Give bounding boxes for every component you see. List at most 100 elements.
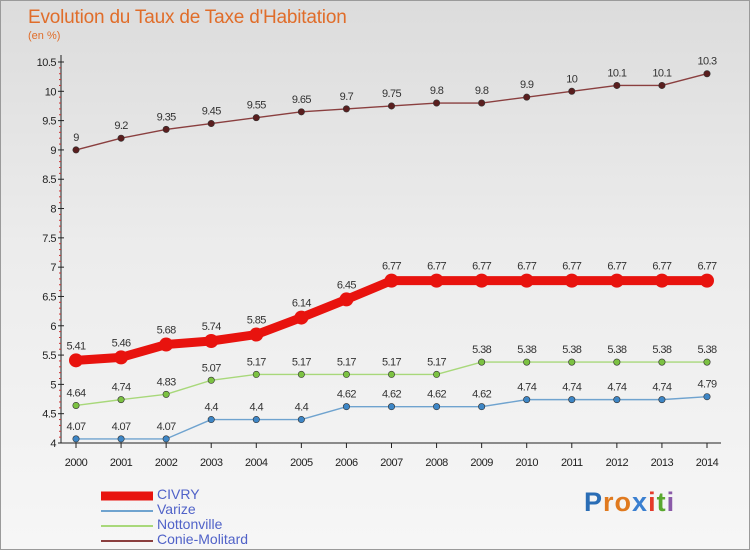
data-label-conie-molitard: 9.2 (114, 120, 128, 132)
x-tick-label: 2012 (606, 457, 629, 469)
x-tick-label: 2011 (561, 457, 583, 469)
data-point-nottonville (523, 358, 531, 366)
x-tick-label: 2001 (110, 457, 133, 469)
data-point-nottonville (252, 370, 260, 378)
x-tick-label: 2009 (470, 457, 493, 469)
data-point-nottonville (72, 401, 80, 409)
data-label-conie-molitard: 9.45 (202, 106, 221, 118)
data-point-nottonville (387, 370, 395, 378)
y-tick-label: 8 (50, 204, 56, 216)
data-point-conie-molitard (72, 146, 80, 154)
data-point-civry (564, 273, 579, 288)
y-tick-label: 6.5 (42, 291, 56, 303)
data-point-civry (700, 273, 714, 288)
x-tick-label: 2010 (515, 457, 538, 469)
data-point-varize (162, 435, 170, 443)
data-label-varize: 4.62 (472, 389, 491, 401)
logo-letter: r (603, 487, 615, 517)
data-label-nottonville: 5.17 (427, 356, 446, 368)
data-label-nottonville: 5.38 (652, 344, 671, 356)
data-point-civry (69, 353, 83, 368)
legend-label-civry: CIVRY (157, 486, 200, 502)
data-label-civry: 6.14 (292, 298, 311, 310)
logo-letter: i (648, 487, 657, 517)
data-point-varize (252, 416, 260, 424)
x-tick-label: 2007 (380, 457, 403, 469)
data-label-varize: 4.62 (427, 389, 446, 401)
data-point-conie-molitard (478, 99, 486, 107)
data-label-civry: 5.74 (202, 321, 221, 333)
data-label-varize: 4.07 (112, 421, 131, 433)
data-point-varize (613, 396, 621, 404)
data-point-nottonville (207, 376, 215, 384)
data-point-nottonville (342, 370, 350, 378)
data-label-varize: 4.4 (204, 402, 218, 414)
legend-swatch-civry (101, 491, 153, 500)
data-point-varize (523, 396, 531, 404)
logo-letter: t (656, 487, 667, 517)
data-label-varize: 4.62 (382, 389, 401, 401)
x-tick-label: 2013 (651, 457, 674, 469)
data-point-conie-molitard (342, 105, 350, 113)
data-label-conie-molitard: 10 (566, 73, 578, 85)
data-label-conie-molitard: 9.8 (475, 85, 489, 97)
data-point-civry (249, 327, 264, 342)
data-label-conie-molitard: 9.7 (340, 91, 354, 103)
data-label-civry: 5.41 (66, 340, 85, 352)
data-point-conie-molitard (207, 120, 215, 128)
data-label-nottonville: 5.38 (607, 344, 626, 356)
data-label-civry: 6.77 (607, 261, 626, 273)
data-label-varize: 4.74 (607, 382, 626, 394)
data-point-civry (294, 310, 309, 325)
data-point-varize (433, 403, 441, 411)
data-point-conie-molitard (433, 99, 441, 107)
legend-label-varize: Varize (157, 501, 196, 517)
data-point-nottonville (162, 390, 170, 398)
y-tick-label: 7.5 (42, 233, 56, 245)
data-point-conie-molitard (523, 93, 531, 101)
data-point-civry (654, 273, 669, 288)
x-tick-label: 2005 (290, 457, 313, 469)
data-label-civry: 6.77 (652, 261, 671, 273)
data-label-varize: 4.4 (295, 402, 309, 414)
data-point-conie-molitard (252, 114, 260, 122)
data-label-civry: 6.77 (427, 261, 446, 273)
data-label-varize: 4.74 (562, 382, 581, 394)
data-point-conie-molitard (162, 125, 170, 133)
data-label-nottonville: 4.83 (157, 376, 176, 388)
x-tick-label: 2003 (200, 457, 223, 469)
legend-swatch-conie-molitard (101, 539, 153, 542)
logo-letter: o (614, 487, 633, 517)
data-point-civry (339, 292, 354, 307)
data-label-varize: 4.79 (697, 379, 716, 391)
data-point-nottonville (703, 358, 711, 366)
data-label-nottonville: 5.17 (247, 356, 266, 368)
data-label-civry: 6.45 (337, 279, 356, 291)
data-label-nottonville: 5.07 (202, 362, 221, 374)
data-point-varize (297, 416, 305, 424)
data-label-civry: 6.77 (472, 261, 491, 273)
data-label-civry: 6.77 (697, 261, 716, 273)
data-point-nottonville (297, 370, 305, 378)
x-tick-label: 2004 (245, 457, 268, 469)
y-tick-label: 5 (50, 379, 56, 391)
legend-swatch-varize (101, 509, 153, 512)
data-point-conie-molitard (613, 81, 621, 89)
x-tick-label: 2000 (65, 457, 88, 469)
legend-swatch-nottonville (101, 524, 153, 527)
data-label-civry: 5.85 (247, 315, 266, 327)
data-label-varize: 4.07 (66, 421, 85, 433)
data-label-conie-molitard: 9 (73, 132, 79, 144)
data-point-conie-molitard (703, 70, 711, 78)
legend-label-nottonville: Nottonville (157, 516, 223, 532)
data-label-conie-molitard: 9.55 (247, 100, 266, 112)
data-label-civry: 5.46 (112, 337, 131, 349)
data-point-varize (342, 403, 350, 411)
unit-label: (en %) (28, 30, 61, 42)
data-point-civry (474, 273, 489, 288)
data-point-varize (478, 403, 486, 411)
data-point-conie-molitard (387, 102, 395, 110)
legend-label-conie-molitard: Conie-Molitard (157, 531, 249, 547)
x-tick-label: 2014 (696, 457, 719, 469)
